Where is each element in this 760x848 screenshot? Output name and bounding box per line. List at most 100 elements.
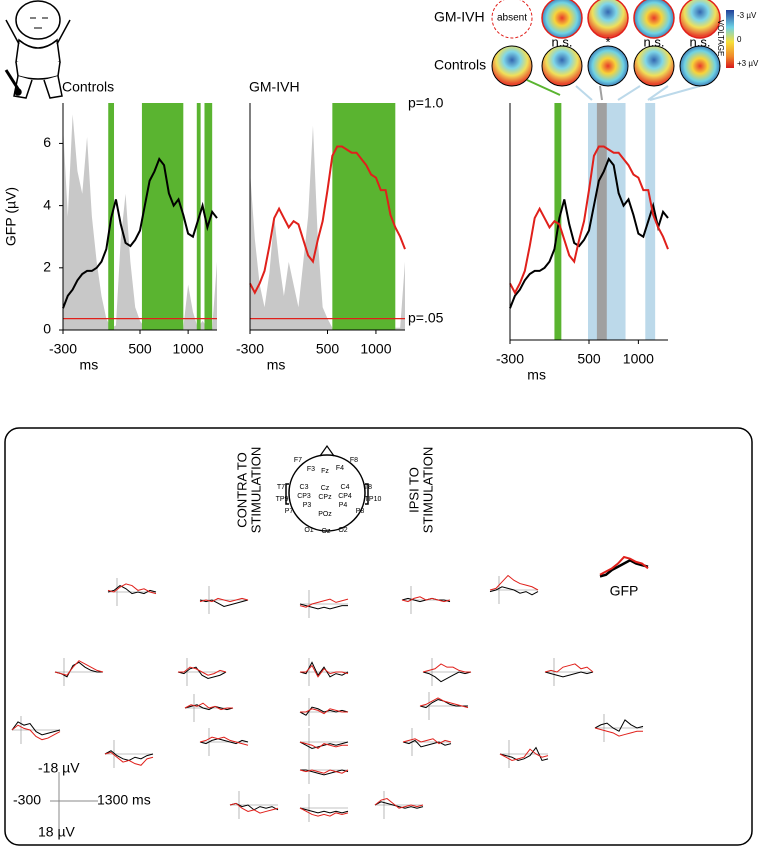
erp-trace xyxy=(299,706,349,716)
colorbar-label: 0 xyxy=(737,35,742,44)
erp-trace xyxy=(489,586,539,596)
erp-trace xyxy=(402,739,452,748)
significance-window xyxy=(204,103,213,330)
erp-trace xyxy=(199,736,249,746)
electrode-label: CP4 xyxy=(338,493,352,500)
gfp-panel: -300 500 1000 ms xyxy=(496,103,669,383)
colorbar-label: +3 µV xyxy=(737,59,759,68)
scale-label: -300 xyxy=(13,792,41,808)
erp-trace xyxy=(229,802,279,814)
electrode-label: P7 xyxy=(285,508,294,515)
erp-trace xyxy=(489,574,539,591)
gfp-label: GFP xyxy=(610,583,639,599)
head-diagram xyxy=(285,444,369,532)
group-label: GM-IVH xyxy=(434,9,485,25)
erp-trace xyxy=(422,671,472,683)
topomap xyxy=(541,0,583,39)
erp-trace xyxy=(594,719,644,732)
scale-label: -18 µV xyxy=(38,760,80,776)
stimulation-side-label: IPSI TO xyxy=(406,467,421,513)
stimulation-side-label: STIMULATION xyxy=(420,447,435,533)
erp-trace xyxy=(299,807,349,814)
x-tick-label: 1000 xyxy=(623,351,654,367)
gfp-panel: -300 500 1000 ms 0 2 4 6 GFP (µV) Controls xyxy=(3,79,218,373)
y-tick-label: 0 xyxy=(43,321,51,337)
erp-trace xyxy=(374,801,424,809)
y-tick-label: 2 xyxy=(43,259,51,275)
erp-trace xyxy=(54,660,104,676)
scale-label: 18 µV xyxy=(38,824,76,840)
erp-trace xyxy=(299,807,349,817)
x-tick-label: 500 xyxy=(577,351,601,367)
erp-trace xyxy=(299,741,349,749)
electrode-label: P8 xyxy=(356,508,365,515)
time-window xyxy=(596,103,607,340)
erp-trace xyxy=(419,697,469,709)
topomap xyxy=(587,45,629,87)
p-value-label: p=1.0 xyxy=(408,95,444,111)
gfp-line xyxy=(509,156,669,309)
erp-trace xyxy=(402,738,452,745)
electrode-label: TP9 xyxy=(276,496,289,503)
electrode-label: F8 xyxy=(350,457,358,464)
time-window xyxy=(645,103,656,340)
topomap xyxy=(541,45,583,87)
x-tick-label: -300 xyxy=(49,341,77,357)
x-axis-label: ms xyxy=(267,357,286,373)
erp-trace xyxy=(299,769,349,774)
erp-trace xyxy=(177,666,227,679)
erp-trace xyxy=(107,583,157,595)
erp-trace xyxy=(107,584,157,595)
erp-trace xyxy=(11,721,61,736)
p-value-label: p=.05 xyxy=(408,309,444,325)
stat-label: n.s. xyxy=(690,34,711,49)
erp-trace xyxy=(300,664,349,678)
colorbar xyxy=(726,10,734,68)
gfp-line xyxy=(249,145,406,295)
x-tick-label: 1000 xyxy=(360,341,391,357)
erp-trace xyxy=(199,597,249,603)
topomap-connectors xyxy=(526,79,701,101)
infant-icon xyxy=(4,0,71,99)
panel-title: GM-IVH xyxy=(249,79,300,95)
topomap xyxy=(679,0,721,39)
stimulation-side-label: STIMULATION xyxy=(248,447,263,533)
erp-trace xyxy=(104,750,154,761)
colorbar-title: VOLTAGE xyxy=(716,20,725,57)
erp-trace xyxy=(184,702,233,711)
erp-trace xyxy=(199,738,249,745)
erp-trace xyxy=(300,708,348,715)
group-label: Controls xyxy=(434,57,486,73)
stat-label: n.s. xyxy=(644,34,665,49)
erp-trace xyxy=(499,748,549,761)
x-axis-label: ms xyxy=(80,357,99,373)
electrode-label: T7 xyxy=(277,484,285,491)
stat-label: * xyxy=(605,34,610,49)
erp-trace xyxy=(11,724,61,741)
electrode-label: P3 xyxy=(303,502,312,509)
stat-label: n.s. xyxy=(552,34,573,49)
x-tick-label: 500 xyxy=(316,341,340,357)
electrode-label: POz xyxy=(318,511,332,518)
erp-trace xyxy=(54,661,103,678)
y-tick-label: 6 xyxy=(43,134,51,150)
panel-title: Controls xyxy=(62,79,114,95)
x-tick-label: -300 xyxy=(496,351,524,367)
erp-trace xyxy=(199,599,249,607)
electrode-label: C4 xyxy=(341,484,350,491)
erp-trace xyxy=(300,769,349,776)
electrode-label: TP10 xyxy=(365,496,382,503)
y-tick-label: 4 xyxy=(43,196,51,212)
electrode-label: F4 xyxy=(336,465,344,472)
erp-trace xyxy=(544,663,594,673)
electrode-label: Cz xyxy=(321,485,330,492)
stimulation-side-label: CONTRA TO xyxy=(234,452,249,527)
erp-trace xyxy=(422,663,471,673)
electrode-label: Oz xyxy=(322,528,331,535)
electrode-label: C3 xyxy=(300,484,309,491)
gfp-line xyxy=(62,156,218,309)
x-tick-label: -300 xyxy=(236,341,264,357)
topomap xyxy=(633,45,675,87)
erp-trace xyxy=(178,666,227,676)
